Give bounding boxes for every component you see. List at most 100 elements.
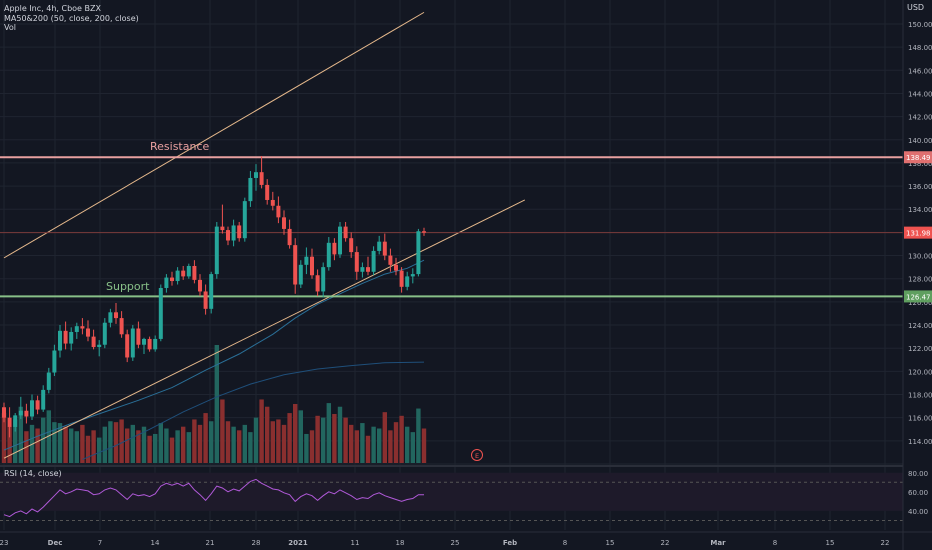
candle-body [97,344,102,348]
candle-body [371,250,376,272]
rsi-line [3,478,424,518]
volume-bar [304,433,309,463]
volume-bar [57,423,63,463]
horizontal-levels[interactable] [0,156,903,298]
candle-body [220,226,225,231]
candle-body [416,231,421,275]
volume-bar [231,426,236,463]
candle-body [181,270,186,277]
rsi-legend[interactable]: RSI (14, close) [4,469,62,478]
candle-body [259,172,264,185]
candle-body [147,338,152,350]
volume-bar [69,428,74,463]
volume-bar [393,422,399,463]
candle-body [209,274,214,309]
volume-bar [421,428,427,463]
candle-body [254,172,258,178]
candle-body [24,410,29,417]
earnings-marker-label: E [475,452,479,460]
candle-body [158,287,163,339]
volume-bar [270,421,275,463]
volume-bar [365,435,371,463]
candle-body [343,226,348,239]
candle-body [332,242,337,255]
candle-body [242,201,247,239]
symbol-title[interactable]: Apple Inc, 4h, Cboe BZX [4,4,101,13]
volume-bars [1,345,427,463]
volume-bar [298,410,303,463]
candle-body [192,265,197,280]
candle-body [136,328,141,345]
time-tick-label: 23 [0,539,8,547]
volume-bar [181,426,186,463]
price-tick-label: 120.00 [908,368,932,376]
ma200-line [82,361,425,460]
volume-bar [265,406,270,463]
candle-body [354,252,359,272]
volume-bar [321,417,326,463]
candle-body [338,226,342,255]
candle-body [276,205,281,218]
volume-bar [1,413,7,463]
volume-bar [248,432,253,463]
candle-body [153,338,158,350]
price-tag [904,226,932,239]
candle-body [74,326,79,332]
vol-legend[interactable]: Vol [4,23,16,32]
earnings-marker-icon[interactable] [471,449,483,461]
candle-body [30,400,34,417]
volume-bar [388,430,393,463]
volume-bar [405,426,410,463]
volume-bar [74,431,79,463]
support-label[interactable]: Support [106,280,150,294]
volume-bar [147,435,152,463]
volume-bar [410,432,415,463]
volume-bar [130,424,135,463]
candle-body [35,400,40,410]
candles [2,155,426,438]
volume-bar [192,419,197,463]
volume-bar [169,437,175,463]
lower-trend-line[interactable] [3,199,526,459]
candle-body [164,277,169,288]
time-tick-label: 15 [606,539,615,547]
candle-body [175,270,180,282]
candle-body [86,328,90,337]
price-tick-label: 130.00 [908,253,932,261]
volume-bar [91,430,96,463]
time-tick-label: 22 [661,539,670,547]
volume-bar [382,412,387,463]
volume-bar [41,417,46,463]
volume-bar [332,413,337,463]
volume-bar [136,430,141,463]
trend-lines[interactable] [3,11,526,459]
upper-trend-line[interactable] [3,11,425,259]
time-tick-label: Dec [48,539,63,547]
price-tick-label: 114.00 [908,438,932,446]
volume-bar [102,426,107,463]
volume-bar [85,435,91,463]
candle-body [170,277,174,282]
candle-body [226,230,230,241]
price-tick-label: 134.00 [908,206,932,214]
volume-bar [237,430,242,463]
ma-legend[interactable]: MA50&200 (50, close, 200, close) [4,13,139,23]
candle-body [63,330,68,344]
time-tick-label: 14 [151,539,160,547]
volume-bar [197,424,203,463]
currency-label[interactable]: USD [907,3,925,12]
resistance-label[interactable]: Resistance [150,140,210,154]
price-tag-label: 131.98 [906,230,931,238]
volume-bar [399,415,404,463]
volume-bar [293,404,298,463]
rsi-tick-label: 80.00 [908,470,928,478]
price-tick-label: 142.00 [908,114,932,122]
candle-body [80,326,85,329]
volume-bar [113,422,119,463]
price-tick-label: 144.00 [908,90,932,98]
volume-bar [203,413,208,463]
volume-bar [315,415,320,463]
candle-body [13,415,18,427]
time-tick-label: 11 [351,539,360,547]
